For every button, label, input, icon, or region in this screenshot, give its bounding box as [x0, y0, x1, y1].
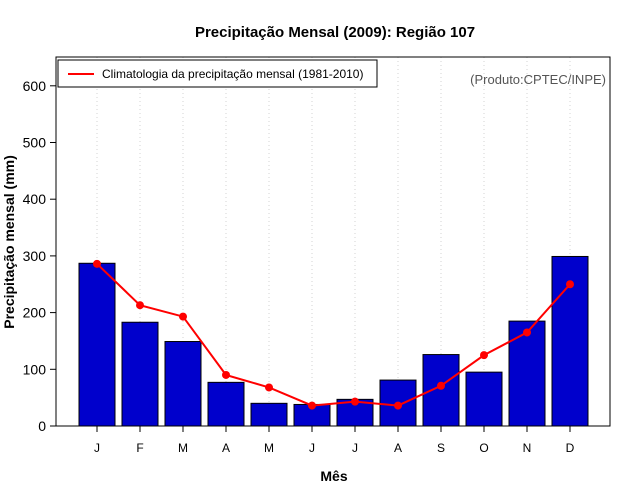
x-tick-label: M — [178, 441, 188, 455]
x-tick-label: F — [136, 441, 143, 455]
climatology-point — [437, 381, 445, 390]
climatology-point — [566, 280, 574, 289]
legend-box — [57, 59, 378, 88]
climatology-point — [93, 259, 101, 268]
x-axis-label: Mês — [320, 468, 347, 484]
x-tick-label: N — [523, 441, 532, 455]
x-tick-label: J — [309, 441, 315, 455]
climatology-point — [394, 401, 402, 410]
bar — [465, 371, 503, 427]
x-tick-label: A — [394, 441, 402, 455]
x-tick-label: D — [566, 441, 575, 455]
y-tick-label: 500 — [23, 135, 47, 151]
bar — [164, 341, 202, 427]
bar — [508, 320, 546, 427]
legend: Climatologia da precipitação mensal (198… — [57, 59, 378, 88]
x-tick-label: M — [264, 441, 274, 455]
plot-frame — [55, 56, 611, 427]
climatology-point — [179, 312, 187, 321]
x-tick-label: S — [437, 441, 445, 455]
y-tick-label: 300 — [23, 248, 47, 264]
climatology-line-group — [93, 259, 574, 410]
legend-entry-climatology: Climatologia da precipitação mensal (198… — [102, 67, 363, 81]
bar — [250, 402, 288, 427]
climatology-point — [523, 328, 531, 337]
y-axis-label: Precipitação mensal (mm) — [1, 155, 17, 329]
climatology-point — [222, 370, 230, 379]
bar — [121, 321, 159, 427]
credit-annotation: (Produto:CPTEC/INPE) — [470, 72, 606, 87]
bar — [78, 262, 116, 427]
y-tick-label: 400 — [23, 191, 47, 207]
climatology-point — [351, 397, 359, 406]
chart-title: Precipitação Mensal (2009): Região 107 — [195, 24, 475, 41]
climatology-point — [136, 301, 144, 310]
grid-lines — [96, 57, 571, 426]
climatology-line — [96, 263, 571, 407]
bar — [207, 381, 245, 427]
y-axis: 0 100 200 300 400 500 600 — [23, 78, 56, 434]
x-tick-label: O — [479, 441, 488, 455]
climatology-point — [308, 401, 316, 410]
y-tick-label: 200 — [23, 305, 47, 321]
climatology-point — [265, 383, 273, 392]
y-tick-label: 100 — [23, 361, 47, 377]
y-tick-label: 0 — [38, 418, 46, 434]
climatology-point — [480, 351, 488, 360]
x-tick-label: J — [352, 441, 358, 455]
x-tick-label: A — [222, 441, 230, 455]
bar — [422, 354, 460, 427]
y-tick-label: 600 — [23, 78, 47, 94]
x-tick-label: J — [94, 441, 100, 455]
